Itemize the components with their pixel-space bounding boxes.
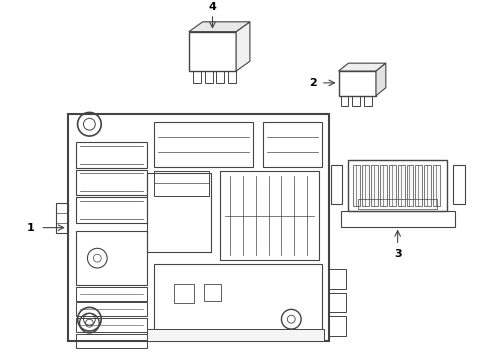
Text: 1: 1 — [26, 222, 34, 233]
Bar — [68, 114, 329, 341]
Bar — [331, 165, 343, 204]
Bar — [205, 71, 213, 83]
Bar — [204, 284, 221, 301]
Bar — [154, 122, 253, 167]
Bar — [341, 96, 348, 105]
Text: 4: 4 — [209, 2, 217, 12]
Bar — [371, 165, 378, 206]
Bar — [228, 71, 236, 83]
Bar — [329, 316, 346, 336]
Bar — [217, 71, 224, 83]
Bar — [75, 334, 147, 348]
Bar — [75, 231, 147, 285]
Polygon shape — [376, 63, 386, 96]
Bar — [220, 171, 319, 260]
Bar — [193, 71, 201, 83]
Polygon shape — [339, 63, 386, 71]
Bar — [348, 160, 447, 211]
Bar — [329, 269, 346, 289]
Bar — [154, 171, 209, 196]
Bar — [75, 170, 147, 195]
Bar — [75, 287, 147, 301]
Bar — [453, 165, 465, 204]
Bar — [353, 165, 360, 206]
Bar — [75, 142, 147, 167]
Bar — [339, 71, 376, 96]
Text: 2: 2 — [309, 78, 317, 88]
Bar — [147, 329, 324, 341]
Bar — [154, 264, 322, 338]
Bar — [362, 165, 369, 206]
Bar — [407, 165, 414, 206]
Bar — [358, 199, 437, 209]
Bar — [364, 96, 372, 105]
Bar — [329, 293, 346, 312]
Bar — [352, 96, 360, 105]
Bar — [75, 318, 147, 332]
Bar — [75, 197, 147, 223]
Bar — [75, 302, 147, 316]
Bar — [189, 32, 236, 71]
Bar — [174, 284, 194, 303]
Bar — [56, 203, 68, 233]
Text: 3: 3 — [394, 249, 401, 259]
Bar — [424, 165, 431, 206]
Polygon shape — [189, 22, 250, 32]
Bar — [263, 122, 322, 167]
Bar — [380, 165, 387, 206]
Bar — [433, 165, 440, 206]
Bar — [416, 165, 422, 206]
Bar — [398, 165, 405, 206]
Bar — [341, 211, 455, 227]
Bar — [147, 174, 211, 252]
Polygon shape — [236, 22, 250, 71]
Bar — [389, 165, 396, 206]
